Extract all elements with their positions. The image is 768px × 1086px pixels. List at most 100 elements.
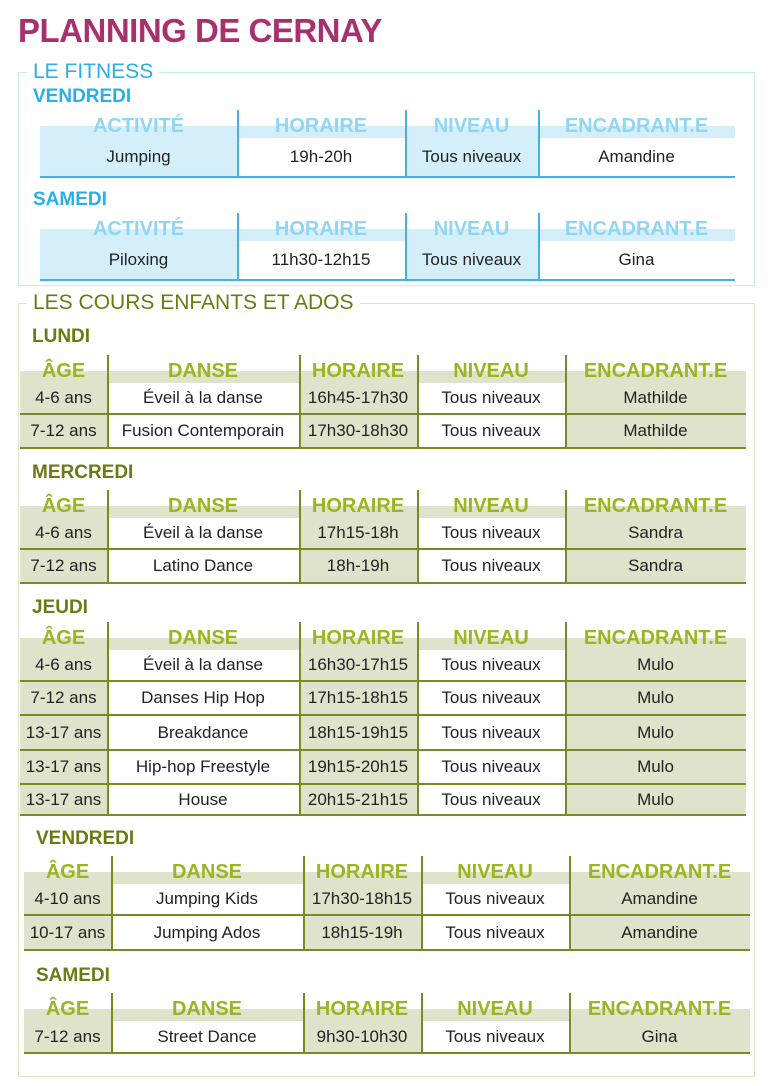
header-band: [20, 506, 746, 518]
table-cell: Gina: [569, 1021, 750, 1052]
table-cell: Amandine: [569, 884, 750, 914]
table-cell: Tous niveaux: [441, 388, 541, 407]
table-cell: Fusion Contemporain: [121, 421, 285, 440]
column-divider: [569, 856, 571, 951]
table-row: 7-12 ans Latino Dance 18h-19h Tous niveaux S…: [20, 550, 746, 584]
table-cell: 18h15-19h: [303, 916, 421, 949]
column-header: DANSE: [167, 495, 238, 517]
table-cell: Éveil à la danse: [142, 523, 264, 542]
column-header: NIVEAU: [433, 218, 510, 240]
table-header: ÂGE DANSE HORAIRE NIVEAU ENCADRANT.E: [20, 355, 746, 383]
table-header: ACTIVITÉ HORAIRE NIVEAU ENCADRANT.E: [40, 110, 735, 138]
column-divider: [538, 213, 540, 281]
table-row: 13-17 ans Hip-hop Freestyle 19h15-20h15 Tou…: [20, 751, 746, 785]
column-header: ENCADRANT.E: [587, 998, 732, 1020]
page-title: PLANNING DE CERNAY: [18, 12, 382, 49]
table-cell: 4-6 ans: [20, 383, 107, 413]
table-cell: 17h30-18h15: [303, 884, 421, 914]
column-divider: [405, 110, 407, 178]
table-cell: Danses Hip Hop: [141, 688, 265, 707]
table-row: 7-12 ans Danses Hip Hop 17h15-18h15 Tous ni…: [20, 682, 746, 716]
table-cell: 19h-20h: [289, 147, 353, 166]
table-cell: Tous niveaux: [405, 138, 538, 176]
table-header: ÂGE DANSE HORAIRE NIVEAU ENCADRANT.E: [24, 856, 750, 884]
table-cell: 18h-19h: [299, 550, 417, 582]
table-cell: 16h30-17h15: [299, 650, 417, 680]
table-cell: Piloxing: [40, 241, 237, 279]
table-cell: Tous niveaux: [441, 722, 541, 742]
table-row: 13-17 ans House 20h15-21h15 Tous niveaux Mul…: [20, 785, 746, 816]
schedule-table: ÂGE DANSE HORAIRE NIVEAU ENCADRANT.E 4-6 ans É…: [20, 355, 746, 449]
fitness-legend: LE FITNESS: [27, 60, 160, 84]
column-divider: [405, 213, 407, 281]
table-cell: Amandine: [598, 147, 675, 166]
table-cell: Mulo: [565, 751, 746, 783]
column-header: ÂGE: [41, 360, 86, 382]
table-cell: Mulo: [565, 650, 746, 680]
column-header: ENCADRANT.E: [587, 861, 732, 883]
table-cell: 17h30-18h30: [299, 415, 417, 447]
column-divider: [421, 856, 423, 951]
table-cell: 17h15-18h15: [299, 682, 417, 714]
table-row: Jumping 19h-20h Tous niveaux Amandine: [40, 138, 735, 178]
table-cell: 19h15-20h15: [299, 751, 417, 783]
column-header: DANSE: [167, 627, 238, 649]
column-header: NIVEAU: [433, 115, 510, 137]
table-cell: Breakdance: [157, 722, 249, 742]
table-cell: 4-10 ans: [24, 884, 111, 914]
column-divider: [417, 490, 419, 584]
schedule-table: ACTIVITÉ HORAIRE NIVEAU ENCADRANT.E Jumping 1…: [40, 110, 735, 178]
table-row: 4-6 ans Éveil à la danse 16h45-17h30 Tous n…: [20, 383, 746, 415]
column-divider: [299, 622, 301, 816]
table-cell: Tous niveaux: [441, 523, 541, 542]
column-header: NIVEAU: [457, 861, 533, 883]
table-row: 13-17 ans Breakdance 18h15-19h15 Tous nivea…: [20, 716, 746, 751]
day-label: MERCREDI: [32, 462, 134, 483]
column-header: ENCADRANT.E: [583, 627, 728, 649]
column-header: ÂGE: [41, 495, 86, 517]
table-row: 10-17 ans Jumping Ados 18h15-19h Tous nivea…: [24, 916, 750, 951]
day-label: LUNDI: [32, 326, 91, 347]
schedule-table: ÂGE DANSE HORAIRE NIVEAU ENCADRANT.E 4-6 ans É…: [20, 490, 746, 584]
column-header: NIVEAU: [453, 495, 529, 517]
column-divider: [417, 622, 419, 816]
table-cell: 9h30-10h30: [303, 1021, 421, 1052]
column-header: ÂGE: [45, 998, 90, 1020]
column-header: HORAIRE: [315, 861, 409, 883]
table-cell: 10-17 ans: [24, 916, 111, 949]
table-cell: Tous niveaux: [441, 789, 541, 809]
column-divider: [417, 355, 419, 449]
kids-section: LES COURS ENFANTS ET ADOS: [18, 291, 755, 1077]
day-label: VENDREDI: [36, 828, 135, 849]
table-row: 7-12 ans Street Dance 9h30-10h30 Tous nivea…: [24, 1021, 750, 1054]
table-cell: 20h15-21h15: [299, 785, 417, 814]
table-cell: 13-17 ans: [20, 716, 107, 749]
column-header: NIVEAU: [453, 627, 529, 649]
table-cell: 18h15-19h15: [299, 716, 417, 749]
day-label: SAMEDI: [33, 189, 107, 210]
column-header: ÂGE: [41, 627, 86, 649]
column-header: ENCADRANT.E: [583, 360, 728, 382]
table-cell: Sandra: [565, 518, 746, 548]
column-divider: [303, 993, 305, 1054]
column-divider: [237, 110, 239, 178]
column-header: ENCADRANT.E: [564, 115, 709, 137]
table-cell: 7-12 ans: [20, 550, 107, 582]
header-band: [40, 126, 735, 138]
column-header: DANSE: [171, 998, 242, 1020]
column-header: ENCADRANT.E: [564, 218, 709, 240]
table-header: ACTIVITÉ HORAIRE NIVEAU ENCADRANT.E: [40, 213, 735, 241]
schedule-table: ÂGE DANSE HORAIRE NIVEAU ENCADRANT.E 4-6 ans É…: [20, 622, 746, 816]
column-divider: [107, 490, 109, 584]
column-header: ACTIVITÉ: [92, 218, 185, 240]
column-header: HORAIRE: [311, 495, 405, 517]
schedule-table: ÂGE DANSE HORAIRE NIVEAU ENCADRANT.E 7-12 ans…: [24, 993, 750, 1054]
table-cell: Jumping: [40, 138, 237, 176]
table-cell: Tous niveaux: [441, 556, 541, 575]
header-band: [24, 872, 750, 884]
table-cell: 7-12 ans: [20, 682, 107, 714]
table-header: ÂGE DANSE HORAIRE NIVEAU ENCADRANT.E: [20, 490, 746, 518]
column-header: DANSE: [171, 861, 242, 883]
column-header: ENCADRANT.E: [583, 495, 728, 517]
